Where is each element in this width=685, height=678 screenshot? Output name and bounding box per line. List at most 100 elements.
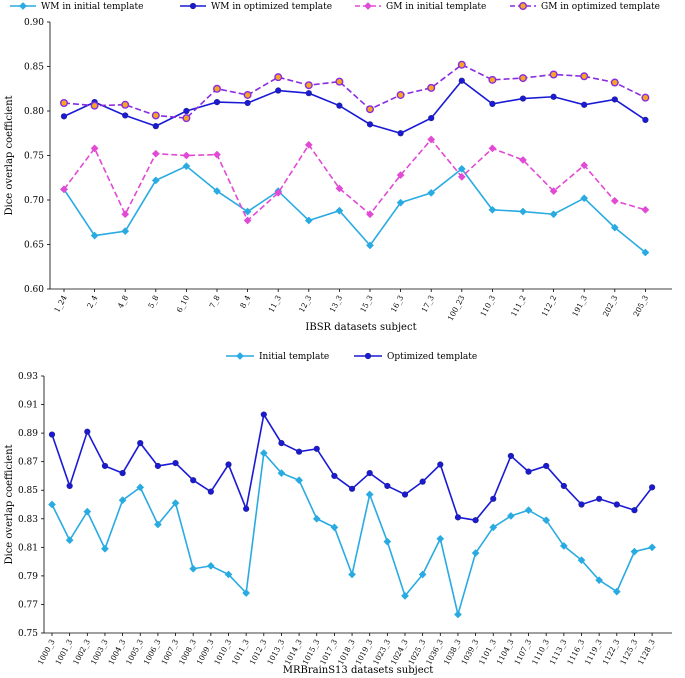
data-point bbox=[152, 123, 159, 130]
data-point bbox=[550, 93, 557, 100]
data-point bbox=[335, 206, 344, 215]
data-point bbox=[244, 99, 251, 107]
x-tick-label: 11_3 bbox=[267, 294, 284, 314]
data-point bbox=[366, 105, 375, 114]
data-point bbox=[458, 77, 465, 84]
data-point bbox=[525, 468, 532, 475]
x-tick-label: 111_2 bbox=[509, 294, 528, 319]
data-point bbox=[595, 576, 604, 585]
data-point bbox=[596, 495, 603, 502]
data-point bbox=[260, 411, 267, 418]
data-point bbox=[396, 90, 405, 99]
data-point bbox=[224, 570, 233, 579]
y-axis-title: Dice overlap coefficient bbox=[4, 444, 15, 564]
data-point bbox=[48, 431, 56, 438]
data-point bbox=[119, 469, 126, 477]
data-point bbox=[65, 536, 74, 545]
y-tick-label: 0.70 bbox=[24, 196, 44, 206]
data-point bbox=[384, 482, 391, 490]
data-point bbox=[122, 112, 129, 119]
data-point bbox=[401, 491, 409, 498]
data-point bbox=[454, 514, 462, 521]
data-point bbox=[428, 115, 435, 122]
data-point bbox=[60, 113, 68, 120]
data-point bbox=[366, 210, 374, 219]
data-point bbox=[213, 150, 221, 159]
data-point bbox=[304, 140, 313, 149]
data-point bbox=[153, 520, 162, 529]
data-point bbox=[330, 523, 339, 532]
data-point bbox=[305, 90, 312, 97]
data-point bbox=[296, 448, 303, 455]
data-point bbox=[274, 73, 283, 82]
series-line bbox=[63, 138, 646, 222]
data-point bbox=[243, 90, 252, 99]
data-point bbox=[151, 111, 160, 120]
series-line bbox=[63, 165, 646, 254]
x-axis-title: MRBrainS13 datasets subject bbox=[283, 665, 434, 676]
x-tick-label: 6_10 bbox=[175, 294, 192, 314]
y-tick-label: 0.85 bbox=[18, 486, 38, 496]
legend-marker bbox=[189, 2, 197, 10]
x-tick-label: 1_24 bbox=[52, 294, 69, 314]
data-point bbox=[274, 188, 283, 197]
data-point bbox=[366, 241, 374, 250]
data-point bbox=[457, 164, 466, 173]
data-point bbox=[182, 151, 191, 160]
data-point bbox=[396, 198, 405, 207]
series-line bbox=[63, 63, 646, 119]
data-point bbox=[524, 506, 533, 515]
legend-label: WM in optimized template bbox=[211, 2, 332, 12]
data-point bbox=[84, 428, 91, 435]
data-point bbox=[642, 116, 649, 123]
data-point bbox=[137, 440, 144, 447]
data-point bbox=[207, 488, 214, 495]
data-point bbox=[610, 223, 619, 232]
data-point bbox=[121, 100, 130, 109]
data-point bbox=[213, 98, 221, 106]
x-tick-label: 15_3 bbox=[358, 294, 375, 314]
data-point bbox=[436, 534, 445, 543]
y-tick-label: 0.91 bbox=[18, 401, 38, 411]
data-point bbox=[453, 610, 462, 619]
data-point bbox=[383, 537, 392, 546]
data-point bbox=[648, 484, 656, 491]
data-point bbox=[580, 194, 589, 203]
data-point bbox=[278, 440, 285, 447]
data-point bbox=[457, 172, 466, 181]
data-point bbox=[549, 210, 558, 219]
x-tick-label: 17_3 bbox=[420, 294, 437, 314]
x-tick-label: 191_3 bbox=[570, 294, 589, 319]
data-point bbox=[206, 561, 215, 570]
data-point bbox=[189, 564, 198, 573]
data-point bbox=[243, 207, 252, 216]
data-point bbox=[488, 205, 497, 214]
data-point bbox=[427, 188, 436, 197]
data-point bbox=[580, 72, 589, 81]
data-point bbox=[648, 543, 657, 552]
data-point bbox=[101, 462, 109, 470]
y-tick-label: 0.75 bbox=[24, 152, 44, 162]
data-point bbox=[490, 495, 497, 502]
data-point bbox=[519, 95, 527, 102]
data-point bbox=[543, 462, 550, 470]
data-point bbox=[60, 98, 69, 107]
data-point bbox=[457, 60, 466, 69]
data-point bbox=[418, 570, 427, 579]
y-tick-label: 0.79 bbox=[18, 572, 38, 582]
data-point bbox=[401, 591, 409, 600]
x-tick-label: 1128_3 bbox=[636, 638, 657, 667]
data-point bbox=[121, 227, 130, 236]
x-tick-label: 2_4 bbox=[85, 294, 99, 310]
data-point bbox=[641, 205, 650, 214]
legend-marker bbox=[364, 352, 372, 360]
data-point bbox=[121, 210, 130, 219]
data-point bbox=[580, 161, 589, 170]
legend-marker bbox=[519, 2, 528, 10]
x-tick-label: 5_8 bbox=[146, 294, 160, 310]
data-point bbox=[397, 130, 404, 137]
data-point bbox=[90, 101, 99, 110]
data-point bbox=[171, 499, 180, 508]
data-point bbox=[242, 589, 251, 597]
y-tick-label: 0.60 bbox=[24, 285, 44, 295]
